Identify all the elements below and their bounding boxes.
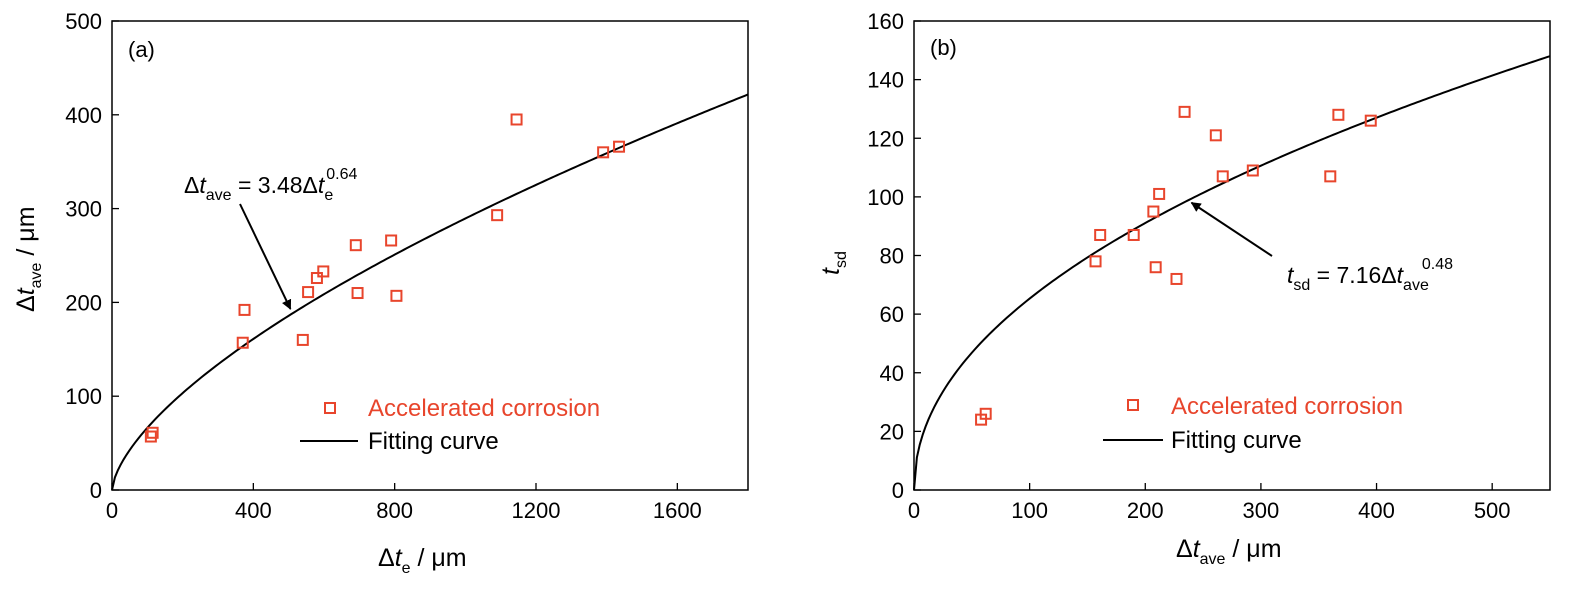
chart-a-data-point [144, 430, 157, 443]
chart-b-data-point [1147, 205, 1160, 218]
chart-a-data-point [236, 336, 249, 349]
chart-a-data-point [510, 113, 523, 126]
chart-b-data-point [1332, 108, 1345, 121]
chart-b-legend-label-fit: Fitting curve [1171, 427, 1302, 454]
chart-a-x-tick-label: 0 [106, 498, 118, 523]
chart-a-data-point [317, 265, 330, 278]
chart-b-y-tick-label: 160 [867, 9, 904, 34]
chart-a-data-point [310, 272, 323, 285]
chart-a-y-tick-label: 300 [65, 197, 102, 222]
chart-a-y-tick-label: 100 [65, 384, 102, 409]
chart-a-panel-label: (a) [128, 37, 155, 62]
chart-a-data-point [238, 303, 251, 316]
chart-b-data-point [1153, 187, 1166, 200]
chart-panel-b: 0 100 200 300 400 500 0 20 40 60 80 100 120 140 160 (… [817, 9, 1551, 568]
chart-b-y-ticks: 0 20 40 60 80 100 120 140 160 [867, 9, 921, 503]
chart-b-data-point [1127, 228, 1140, 241]
chart-b-data-point [1216, 170, 1229, 183]
chart-b-data-point [1094, 228, 1107, 241]
chart-b-data-point [1324, 170, 1337, 183]
chart-b-legend-marker [1127, 399, 1139, 411]
chart-a-fit-equation: Δtave = 3.48Δte0.64 [184, 166, 357, 204]
chart-a-y-tick-label: 0 [90, 478, 102, 503]
chart-b-y-tick-label: 40 [880, 361, 904, 386]
chart-a-data-point [597, 146, 610, 159]
chart-a-legend: Accelerated corrosion Fitting curve [300, 395, 600, 455]
chart-a-data-point [613, 140, 626, 153]
chart-b-x-tick-label: 200 [1127, 498, 1164, 523]
chart-b-fitting-curve [913, 55, 1551, 491]
chart-a-data-point [146, 426, 159, 439]
chart-b-data-point [1209, 129, 1222, 142]
chart-b-fit-equation: tsd = 7.16Δtave0.48 [1287, 256, 1453, 294]
chart-b-data-point [1089, 255, 1102, 268]
chart-b-x-ticks: 0 100 200 300 400 500 [908, 483, 1511, 523]
chart-panel-a: 0 400 800 1200 1600 0 100 200 300 400 500 (a) Δte… [12, 9, 749, 577]
chart-a-y-tick-label: 500 [65, 9, 102, 34]
chart-b-y-tick-label: 140 [867, 68, 904, 93]
chart-a-data-point [302, 286, 315, 299]
chart-b-y-tick-label: 80 [880, 244, 904, 269]
chart-a-marks [111, 93, 749, 491]
chart-a-data-point [351, 287, 364, 300]
chart-a-x-tick-label: 1200 [512, 498, 561, 523]
chart-a-fitting-curve [111, 93, 749, 491]
chart-a-data-point [296, 333, 309, 346]
chart-b-data-point [979, 407, 992, 420]
chart-b-x-axis-label: Δtave / μm [1176, 535, 1282, 568]
chart-b-x-tick-label: 100 [1011, 498, 1048, 523]
chart-b-data-point [1246, 164, 1259, 177]
chart-b-y-tick-label: 20 [880, 419, 904, 444]
chart-a-y-tick-label: 400 [65, 103, 102, 128]
chart-a-x-ticks: 0 400 800 1200 1600 [106, 483, 702, 523]
chart-a-legend-label-fit: Fitting curve [368, 428, 499, 455]
chart-b-y-tick-label: 100 [867, 185, 904, 210]
chart-a-data-point [390, 289, 403, 302]
chart-a-annotation-arrow [239, 203, 292, 310]
chart-b-y-axis-label: tsd [817, 251, 850, 275]
chart-b-x-tick-label: 500 [1474, 498, 1511, 523]
chart-a-data-point [491, 209, 504, 222]
chart-a-legend-label-corrosion: Accelerated corrosion [368, 395, 600, 422]
chart-b-data-point [1364, 114, 1377, 127]
chart-a-y-axis-label: Δtave / μm [12, 206, 45, 312]
chart-a-x-tick-label: 1600 [653, 498, 702, 523]
chart-b-annotation-arrow [1190, 201, 1273, 257]
chart-a-y-ticks: 0 100 200 300 400 500 [65, 9, 119, 503]
chart-b-panel-label: (b) [930, 35, 957, 60]
chart-b-y-tick-label: 120 [867, 126, 904, 151]
chart-b-y-tick-label: 60 [880, 302, 904, 327]
chart-a-plot-frame [111, 20, 749, 491]
chart-b-legend-label-corrosion: Accelerated corrosion [1171, 393, 1403, 420]
chart-a-data-point [349, 239, 362, 252]
chart-a-legend-marker [324, 402, 336, 414]
chart-b-x-tick-label: 0 [908, 498, 920, 523]
chart-b-y-tick-label: 0 [892, 478, 904, 503]
chart-a-x-tick-label: 800 [376, 498, 413, 523]
chart-b-legend: Accelerated corrosion Fitting curve [1103, 393, 1403, 454]
chart-b-data-point [1178, 105, 1191, 118]
chart-b-marks [913, 55, 1551, 491]
chart-a-x-axis-label: Δte / μm [378, 544, 467, 577]
chart-a-x-tick-label: 400 [235, 498, 272, 523]
chart-b-data-point [1149, 261, 1162, 274]
chart-b-data-point [1170, 272, 1183, 285]
chart-a-y-tick-label: 200 [65, 290, 102, 315]
chart-b-x-tick-label: 300 [1243, 498, 1280, 523]
chart-a-data-point [385, 234, 398, 247]
chart-b-x-tick-label: 400 [1358, 498, 1395, 523]
